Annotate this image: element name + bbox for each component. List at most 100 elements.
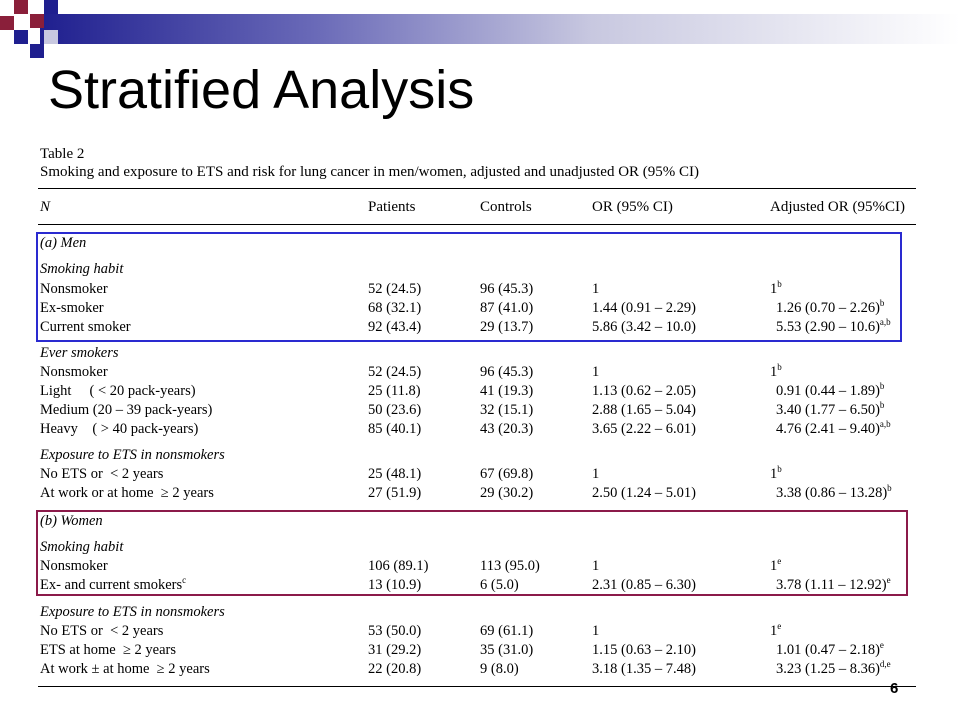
section-label: (a) Men: [40, 235, 87, 251]
table-row: ETS at home ≥ 2 years 31 (29.2) 35 (31.0) 1…: [0, 640, 960, 660]
header-adjusted-or: Adjusted OR (95%CI): [770, 199, 905, 215]
row-label: Heavy ( > 40 pack-years): [40, 419, 198, 439]
adjusted-or-cell: 1e: [770, 621, 781, 641]
adjusted-or-value: 1.01 (0.47 – 2.18): [776, 642, 880, 658]
or-cell: 1: [592, 281, 600, 297]
adjusted-or-footnote: b: [777, 464, 782, 474]
adjusted-or-cell: 1b: [770, 362, 782, 382]
or-cell: 2.88 (1.65 – 5.04): [592, 402, 696, 418]
table-subsection-row: Exposure to ETS in nonsmokers: [0, 602, 960, 622]
controls-cell: 41 (19.3): [480, 383, 534, 399]
or-cell: 2.50 (1.24 – 5.01): [592, 485, 696, 501]
row-label: Current smoker: [40, 317, 131, 337]
adjusted-or-value: 3.38 (0.86 – 13.28): [776, 485, 888, 501]
row-label: At work or at home ≥ 2 years: [40, 483, 214, 503]
patients-cell: 31 (29.2): [368, 642, 422, 658]
table-subsection-row: Smoking habit: [0, 537, 960, 557]
subsection-label: Smoking habit: [40, 261, 124, 277]
adjusted-or-value: 1: [770, 364, 778, 380]
header-square-maroon: [0, 16, 14, 30]
table-row: No ETS or < 2 years 25 (48.1) 67 (69.8) 1 1b: [0, 464, 960, 484]
row-label-text: Current smoker: [40, 319, 131, 335]
patients-cell: 25 (48.1): [368, 466, 422, 482]
or-cell: 1: [592, 558, 600, 574]
controls-cell: 96 (45.3): [480, 364, 534, 380]
table-row: Medium (20 – 39 pack-years) 50 (23.6) 32 (…: [0, 400, 960, 420]
row-label-text: No ETS or < 2 years: [40, 623, 164, 639]
controls-cell: 29 (30.2): [480, 485, 534, 501]
women-smoking-highlight-box: [36, 510, 908, 596]
patients-cell: 22 (20.8): [368, 661, 422, 677]
controls-cell: 6 (5.0): [480, 577, 519, 593]
adjusted-or-cell: 1e: [770, 556, 781, 576]
row-label: Nonsmoker: [40, 279, 108, 299]
subsection-label: Exposure to ETS in nonsmokers: [40, 447, 225, 463]
slide-title: Stratified Analysis: [48, 60, 475, 120]
row-label-text: ETS at home ≥ 2 years: [40, 642, 177, 658]
table-bottom-rule: [38, 686, 916, 687]
patients-cell: 13 (10.9): [368, 577, 422, 593]
controls-cell: 32 (15.1): [480, 402, 534, 418]
adjusted-or-footnote: e: [777, 556, 782, 566]
controls-cell: 9 (8.0): [480, 661, 519, 677]
adjusted-or-value: 1: [770, 281, 778, 297]
or-cell: 2.31 (0.85 – 6.30): [592, 577, 696, 593]
or-cell: 5.86 (3.42 – 10.0): [592, 319, 696, 335]
or-cell: 1.13 (0.62 – 2.05): [592, 383, 696, 399]
adjusted-or-footnote: b: [879, 381, 885, 391]
table-row: At work or at home ≥ 2 years 27 (51.9) 29 …: [0, 483, 960, 503]
row-label-text: No ETS or < 2 years: [40, 466, 164, 482]
adjusted-or-footnote: b: [879, 400, 885, 410]
row-label: Medium (20 – 39 pack-years): [40, 400, 212, 420]
patients-cell: 52 (24.5): [368, 364, 422, 380]
adjusted-or-value: 5.53 (2.90 – 10.6): [776, 319, 880, 335]
row-label-text: Nonsmoker: [40, 364, 108, 380]
adjusted-or-cell: 1b: [770, 279, 782, 299]
row-label-text: Nonsmoker: [40, 558, 108, 574]
header-square-light: [44, 30, 58, 44]
table-row: Heavy ( > 40 pack-years) 85 (40.1) 43 (20.…: [0, 419, 960, 439]
row-label: No ETS or < 2 years: [40, 621, 163, 641]
adjusted-or-value: 1: [770, 558, 778, 574]
table-header-row: N Patients Controls OR (95% CI) Adjusted…: [0, 197, 960, 217]
adjusted-or-cell: 4.76 (2.41 – 9.40)a,b: [776, 419, 891, 439]
or-cell: 1.15 (0.63 – 2.10): [592, 642, 696, 658]
row-label-text: At work ± at home ≥ 2 years: [40, 661, 210, 677]
controls-cell: 96 (45.3): [480, 281, 534, 297]
or-cell: 3.18 (1.35 – 7.48): [592, 661, 696, 677]
header-square-maroon: [14, 0, 28, 14]
table-label: Table 2: [40, 146, 85, 162]
patients-cell: 27 (51.9): [368, 485, 422, 501]
table-row: At work ± at home ≥ 2 years 22 (20.8) 9 (8…: [0, 659, 960, 679]
adjusted-or-footnote: a,b: [879, 419, 891, 429]
adjusted-or-value: 1: [770, 623, 778, 639]
row-label: Ex-smoker: [40, 298, 104, 318]
row-label-text: Heavy ( > 40 pack-years): [40, 421, 199, 437]
patients-cell: 85 (40.1): [368, 421, 422, 437]
adjusted-or-cell: 0.91 (0.44 – 1.89)b: [776, 381, 884, 401]
row-label: Light ( < 20 pack-years): [40, 381, 196, 401]
adjusted-or-footnote: e: [879, 640, 884, 650]
table-top-rule: [38, 188, 916, 189]
patients-cell: 25 (11.8): [368, 383, 421, 399]
or-cell: 3.65 (2.22 – 6.01): [592, 421, 696, 437]
row-label-text: Ex- and current smokers: [40, 577, 183, 593]
or-cell: 1: [592, 466, 600, 482]
subsection-label: Ever smokers: [40, 345, 119, 361]
row-label-text: Nonsmoker: [40, 281, 108, 297]
adjusted-or-value: 4.76 (2.41 – 9.40): [776, 421, 880, 437]
adjusted-or-value: 3.40 (1.77 – 6.50): [776, 402, 880, 418]
adjusted-or-footnote: b: [777, 362, 782, 372]
patients-cell: 106 (89.1): [368, 558, 429, 574]
header-square-blue: [44, 0, 58, 14]
or-cell: 1: [592, 623, 600, 639]
adjusted-or-footnote: b: [777, 279, 782, 289]
row-label: Nonsmoker: [40, 362, 108, 382]
section-label: (b) Women: [40, 513, 103, 529]
patients-cell: 92 (43.4): [368, 319, 422, 335]
adjusted-or-cell: 5.53 (2.90 – 10.6)a,b: [776, 317, 891, 337]
row-label-footnote: c: [182, 575, 187, 585]
adjusted-or-value: 3.78 (1.11 – 12.92): [776, 577, 887, 593]
header-square-blue: [30, 44, 44, 58]
header-n: N: [40, 199, 51, 215]
